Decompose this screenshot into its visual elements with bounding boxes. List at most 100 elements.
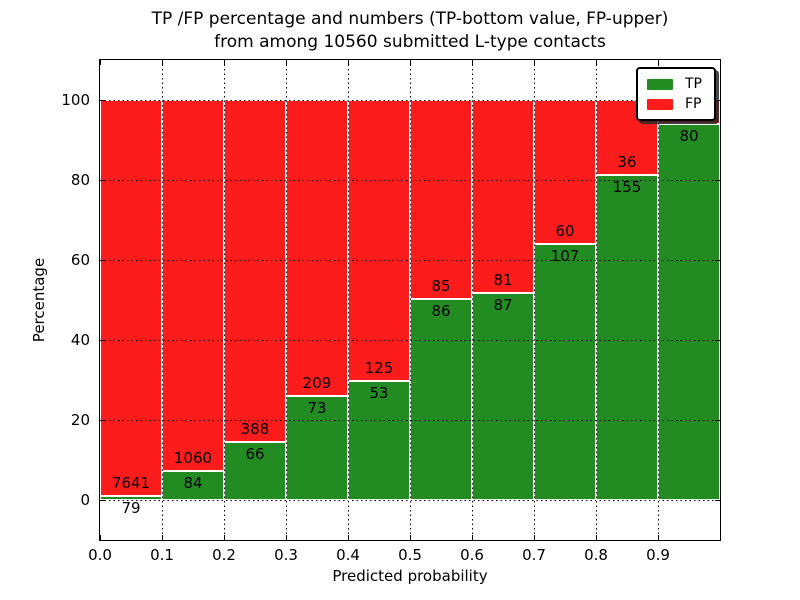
x-tickmark-top xyxy=(347,60,349,65)
x-tickmark-top xyxy=(285,60,287,65)
bar-segment-tp xyxy=(162,470,224,500)
y-tickmark-left xyxy=(100,419,105,421)
x-tickmark-bottom xyxy=(657,535,659,540)
x-tickmark-top xyxy=(161,60,163,65)
x-gridline xyxy=(409,60,411,540)
x-tickmark-top xyxy=(99,60,101,65)
bar-segment-tp xyxy=(596,175,658,500)
x-gridline xyxy=(285,60,287,540)
x-gridline xyxy=(471,60,473,540)
y-tick-label: 60 xyxy=(70,251,90,269)
bar-segment-fp xyxy=(348,100,410,381)
chart-title: TP /FP percentage and numbers (TP-bottom… xyxy=(100,8,720,54)
fp-count-label: 125 xyxy=(364,358,394,377)
chart-title-line1: TP /FP percentage and numbers (TP-bottom… xyxy=(151,9,669,29)
x-tickmark-bottom xyxy=(347,535,349,540)
y-tick-label: 20 xyxy=(70,411,90,429)
bar-segment-tp xyxy=(658,123,720,500)
fp-count-label: 1060 xyxy=(173,448,213,467)
y-axis-label: Percentage xyxy=(30,257,48,343)
legend-label-tp: TP xyxy=(685,76,702,92)
bar-segment-tp xyxy=(224,441,286,500)
y-tickmark-right xyxy=(715,99,720,101)
x-tick-label: 0.3 xyxy=(274,546,298,564)
x-tickmark-bottom xyxy=(533,535,535,540)
x-tickmark-top xyxy=(223,60,225,65)
bar-segment-tp xyxy=(348,380,410,500)
tp-count-label: 87 xyxy=(493,295,513,314)
bar-segment-fp xyxy=(100,100,162,496)
y-tick-label: 40 xyxy=(70,331,90,349)
x-tickmark-bottom xyxy=(99,535,101,540)
x-tickmark-bottom xyxy=(409,535,411,540)
tp-count-label: 86 xyxy=(431,301,451,320)
x-tickmark-top xyxy=(595,60,597,65)
tp-count-label: 80 xyxy=(679,126,699,145)
fp-count-label: 388 xyxy=(240,419,270,438)
bar-segment-fp xyxy=(162,100,224,471)
plot-area: TP FP 7641 79 1060 84 388 66 209 73 125 53 85 86 81 8… xyxy=(99,59,721,541)
y-tickmark-right xyxy=(715,259,720,261)
x-tickmark-top xyxy=(409,60,411,65)
x-tick-label: 0.1 xyxy=(150,546,174,564)
y-tick-label: 80 xyxy=(70,171,90,189)
x-tickmark-bottom xyxy=(161,535,163,540)
bar-segment-fp xyxy=(534,100,596,244)
tp-count-label: 53 xyxy=(369,383,389,402)
x-gridline xyxy=(223,60,225,540)
x-tickmark-bottom xyxy=(285,535,287,540)
y-tickmark-right xyxy=(715,499,720,501)
y-tickmark-left xyxy=(100,99,105,101)
x-axis-label: Predicted probability xyxy=(332,567,488,585)
x-tick-label: 0.7 xyxy=(522,546,546,564)
x-tickmark-bottom xyxy=(471,535,473,540)
legend-swatch-fp-icon xyxy=(647,98,673,110)
fp-count-label: 209 xyxy=(302,374,332,393)
x-tick-label: 0.4 xyxy=(336,546,360,564)
x-gridline xyxy=(595,60,597,540)
chart-title-line2: from among 10560 submitted L-type contac… xyxy=(214,32,606,52)
fp-count-label: 81 xyxy=(493,270,513,289)
x-gridline xyxy=(533,60,535,540)
x-tick-label: 0.8 xyxy=(584,546,608,564)
x-gridline xyxy=(161,60,163,540)
bar-segment-fp xyxy=(472,100,534,293)
y-tickmark-left xyxy=(100,179,105,181)
fp-count-label: 85 xyxy=(431,276,451,295)
y-tickmark-right xyxy=(715,179,720,181)
tp-count-label: 79 xyxy=(121,498,141,517)
bar-segment-tp xyxy=(534,243,596,500)
tp-count-label: 66 xyxy=(245,444,265,463)
legend-swatch-tp-icon xyxy=(647,78,673,90)
x-gridline xyxy=(347,60,349,540)
y-tickmark-left xyxy=(100,339,105,341)
legend-label-fp: FP xyxy=(685,96,702,112)
bar-segment-fp xyxy=(410,100,472,299)
tp-count-label: 84 xyxy=(183,473,203,492)
fp-count-label: 7641 xyxy=(111,473,151,492)
x-tickmark-top xyxy=(471,60,473,65)
x-tick-label: 0.6 xyxy=(460,546,484,564)
bar-segment-tp xyxy=(472,292,534,500)
fp-count-label: 36 xyxy=(617,153,637,172)
x-gridline xyxy=(657,60,659,540)
y-tick-label: 100 xyxy=(61,91,90,109)
bar-segment-tp xyxy=(410,298,472,500)
x-tickmark-bottom xyxy=(223,535,225,540)
x-tickmark-bottom xyxy=(595,535,597,540)
tp-count-label: 107 xyxy=(550,246,580,265)
y-tickmark-right xyxy=(715,339,720,341)
bar-segment-fp xyxy=(286,100,348,397)
tp-count-label: 73 xyxy=(307,399,327,418)
x-tick-label: 0.9 xyxy=(646,546,670,564)
tp-count-label: 155 xyxy=(612,178,642,197)
x-tick-label: 0.0 xyxy=(88,546,112,564)
legend: TP FP xyxy=(636,67,716,121)
legend-item-tp: TP xyxy=(647,74,702,94)
x-tickmark-top xyxy=(533,60,535,65)
y-tick-label: 0 xyxy=(80,491,90,509)
legend-item-fp: FP xyxy=(647,94,702,114)
fp-count-label: 60 xyxy=(555,221,575,240)
x-tick-label: 0.2 xyxy=(212,546,236,564)
